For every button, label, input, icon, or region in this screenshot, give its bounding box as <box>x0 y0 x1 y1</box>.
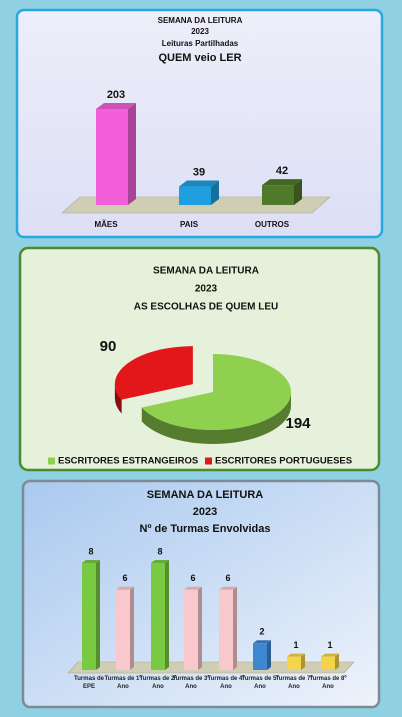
bar <box>321 656 335 670</box>
bar-side <box>211 180 219 205</box>
x-tick-label: Turmas de 4º Ano <box>207 676 245 690</box>
legend-label: ESCRITORES ESTRANGEIROS <box>58 456 198 467</box>
x-tick-label-box: Turmas de 2º Ano <box>139 676 177 690</box>
x-tick-label-box: Turmas de 7º Ano <box>275 676 313 690</box>
bar-top <box>179 180 219 187</box>
chart-title: 2023 <box>193 506 217 518</box>
bar-side <box>96 560 100 670</box>
bar <box>179 186 211 205</box>
x-tick-label: Turmas de 2º Ano <box>139 676 177 690</box>
slice <box>141 354 291 430</box>
bar-side <box>130 586 134 670</box>
bar-top <box>262 179 302 186</box>
x-tick-label-box: Turmas de 1º Ano <box>104 676 142 690</box>
chart-title: Leituras Partilhadas <box>162 39 239 48</box>
x-tick-label: Turmas de 8º Ano <box>309 676 347 690</box>
floor <box>67 661 355 674</box>
slice-side <box>141 392 291 445</box>
chart-title: Nº de Turmas Envolvidas <box>140 523 271 535</box>
data-label: 1 <box>327 640 332 650</box>
slice <box>114 346 193 400</box>
bar-top <box>151 560 169 563</box>
bar-top <box>116 586 134 590</box>
data-label: 203 <box>107 89 125 101</box>
bar <box>96 109 128 205</box>
x-tick-label-box: Turmas de 3º Ano <box>172 676 210 690</box>
chart-title: QUEM veio LER <box>158 52 241 64</box>
bar-side <box>294 179 302 205</box>
legend-label: ESCRITORES PORTUGUESES <box>215 456 352 467</box>
bar-top <box>219 586 237 590</box>
x-tick-label: MÃES <box>94 220 118 229</box>
x-tick-label: PAIS <box>180 220 199 229</box>
chart-title: AS ESCOLHAS DE QUEM LEU <box>134 302 278 313</box>
data-label: 6 <box>122 573 127 583</box>
x-tick-label: Turmas de EPE <box>74 676 104 690</box>
bar-top <box>82 560 100 563</box>
chart-title: SEMANA DA LEITURA <box>147 489 264 501</box>
chart-title: SEMANA DA LEITURA <box>158 16 243 25</box>
x-tick-label-box: Turmas de 4º Ano <box>207 676 245 690</box>
x-tick-label: Turmas de 3º Ano <box>172 676 210 690</box>
bar <box>253 643 267 670</box>
bar <box>116 589 130 670</box>
chart-title: SEMANA DA LEITURA <box>153 266 259 277</box>
data-label: 39 <box>193 166 205 178</box>
bar-side <box>198 586 202 670</box>
bar-side <box>301 653 305 670</box>
bar-top <box>184 586 202 590</box>
data-label: 42 <box>276 165 288 177</box>
bar <box>262 185 294 205</box>
bar-side <box>165 560 169 670</box>
bar <box>287 656 301 670</box>
legend-swatch <box>205 457 212 465</box>
bar-top <box>287 653 305 657</box>
x-tick-label: OUTROS <box>255 220 290 229</box>
x-tick-label: Turmas de 5º Ano <box>241 676 279 690</box>
data-label: 8 <box>88 546 93 556</box>
slice-side <box>114 384 122 414</box>
x-tick-label-box: Turmas de 5º Ano <box>241 676 279 690</box>
legend-swatch <box>48 457 55 465</box>
bar-side <box>335 653 339 670</box>
x-tick-label-box: Turmas de EPE <box>74 676 104 690</box>
data-label: 1 <box>293 640 298 650</box>
data-label: 6 <box>225 573 230 583</box>
bar <box>184 589 198 670</box>
x-tick-label: Turmas de 7º Ano <box>275 676 313 690</box>
chart-title: 2023 <box>191 27 209 36</box>
bar-side <box>233 586 237 670</box>
bar <box>151 563 165 670</box>
bar-top <box>96 103 136 109</box>
x-tick-label-box: Turmas de 8º Ano <box>309 676 347 690</box>
data-label: 90 <box>100 338 117 355</box>
panel <box>18 246 381 472</box>
data-label: 194 <box>285 415 311 432</box>
x-tick-label: Turmas de 1º Ano <box>104 676 142 690</box>
chart-title: 2023 <box>195 284 218 295</box>
bar <box>82 563 96 670</box>
bar <box>219 589 233 670</box>
data-label: 2 <box>259 627 264 637</box>
data-label: 8 <box>157 546 162 556</box>
bar-top <box>253 640 271 644</box>
data-label: 6 <box>190 573 195 583</box>
bar-side <box>267 640 271 670</box>
bar-side <box>128 103 136 205</box>
bar-top <box>321 653 339 657</box>
